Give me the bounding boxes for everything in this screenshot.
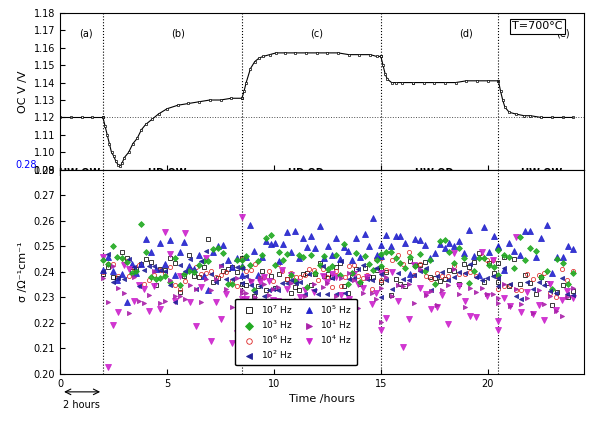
Text: (d): (d)	[459, 29, 473, 39]
Legend: $10^7$ Hz, $10^3$ Hz, $10^6$ Hz, $10^2$ Hz, $10^5$ Hz, $10^1$ Hz, $10^4$ Hz: $10^7$ Hz, $10^3$ Hz, $10^6$ Hz, $10^2$ …	[235, 299, 356, 366]
Text: 2 hours: 2 hours	[63, 400, 100, 410]
Y-axis label: σ /Ω⁻¹cm⁻¹: σ /Ω⁻¹cm⁻¹	[18, 242, 28, 302]
Text: (a): (a)	[79, 29, 93, 39]
Text: HW OW: HW OW	[521, 168, 562, 178]
X-axis label: Time /hours: Time /hours	[289, 394, 355, 405]
Y-axis label: OC V /V: OC V /V	[18, 70, 28, 113]
Text: (c): (c)	[310, 29, 323, 39]
Text: HW OW: HW OW	[59, 168, 100, 178]
Text: T=700°C: T=700°C	[512, 22, 562, 31]
Text: HD OD: HD OD	[288, 168, 324, 178]
Text: HW OD: HW OD	[415, 168, 453, 178]
Text: HD OW: HD OW	[148, 168, 187, 178]
Text: (e): (e)	[556, 29, 569, 39]
Text: 0.28: 0.28	[15, 160, 37, 170]
Text: (b): (b)	[171, 29, 185, 39]
